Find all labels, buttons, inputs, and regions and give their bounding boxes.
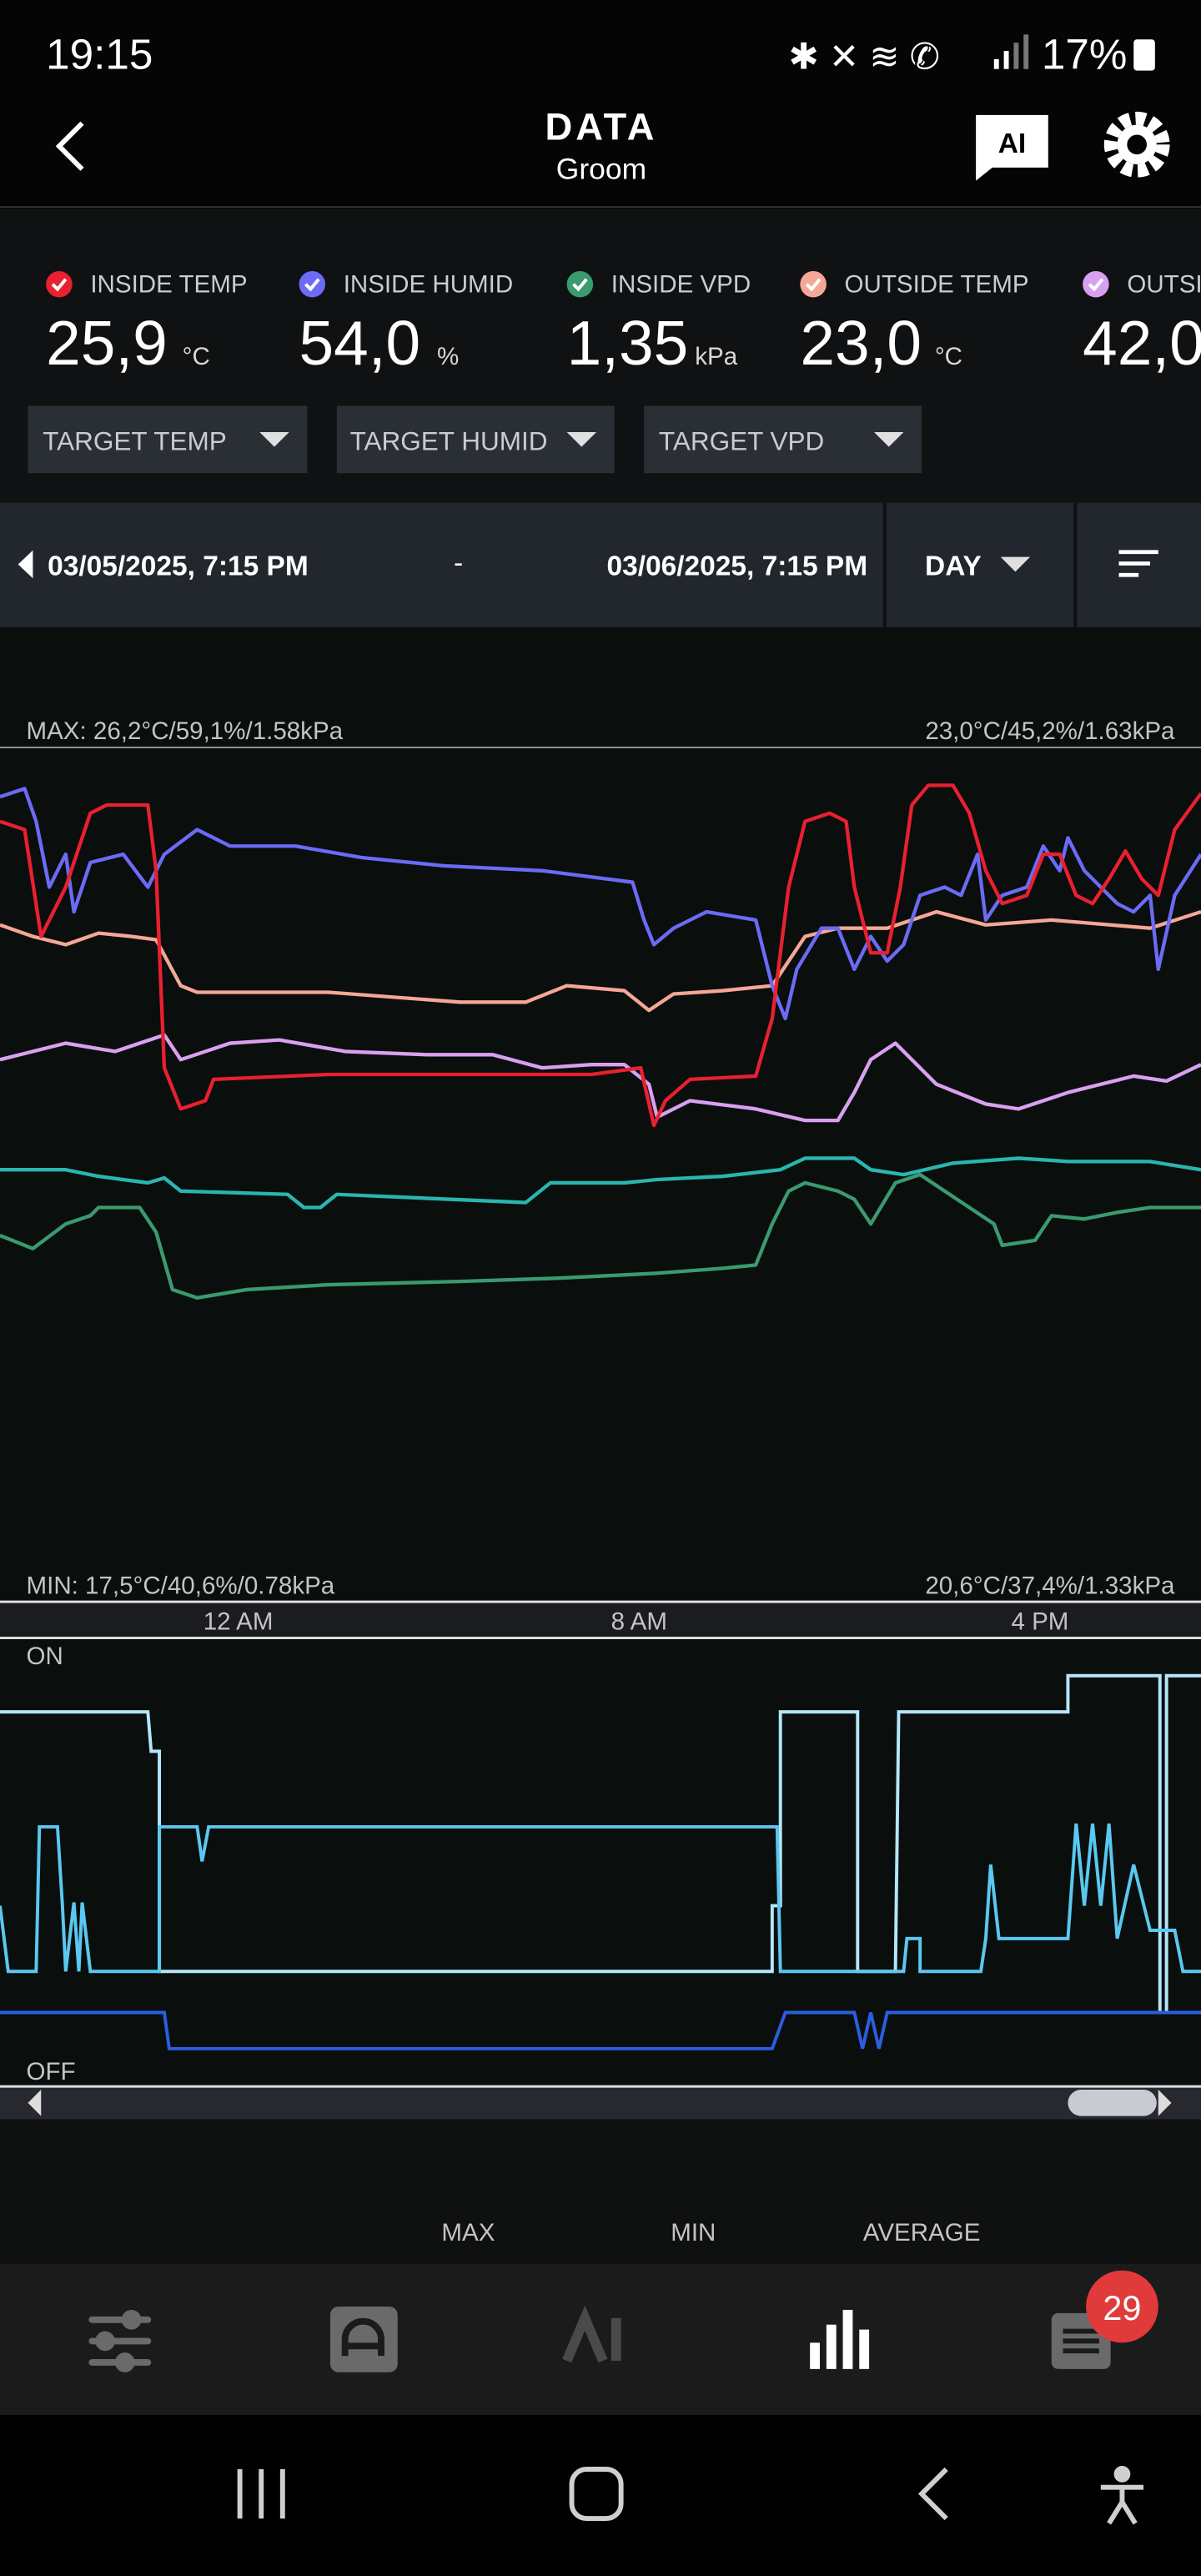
trace [0, 1172, 1201, 1300]
svg-text:AI: AI [998, 128, 1026, 159]
sensor-value: 1,35 [567, 308, 689, 378]
trace [0, 1823, 1201, 1974]
battery-icon [1133, 39, 1155, 71]
period-label: DAY [925, 551, 982, 581]
badge-count: 29 [1103, 2289, 1141, 2327]
range-end[interactable]: 03/06/2025, 7:15 PM [606, 551, 867, 581]
scrollbar[interactable] [0, 2086, 1201, 2120]
dropdown-label: TARGET HUMID [350, 426, 548, 456]
sensor-label: INSIDE HUMID [344, 271, 513, 299]
scroll-left[interactable] [28, 2090, 42, 2116]
sensor-row: INSIDE TEMP 25,9 °C INSIDE HUMID 54,0 % … [46, 271, 1201, 379]
sensor-value: 54,0 [299, 308, 421, 378]
target-dropdown[interactable]: TARGET TEMP [28, 405, 308, 474]
period-dropdown[interactable]: DAY [925, 551, 1031, 581]
max-right: 23,0°C/45,2%/1.63kPa [925, 717, 1175, 745]
chart-area [0, 627, 1201, 2120]
trace [0, 1673, 1201, 2015]
sensor-value: 42,0 [1083, 308, 1201, 378]
trace [0, 909, 1201, 1013]
top-bar [0, 0, 1201, 208]
ai-button[interactable]: AI [976, 114, 1048, 181]
system-buttons[interactable] [237, 2466, 1144, 2525]
max-left: MAX: 26,2°C/59,1%/1.58kPa [27, 717, 344, 745]
battery-level: 17% [1042, 31, 1127, 78]
sensor-value: 23,0 [800, 308, 922, 378]
sensor-label: INSIDE VPD [611, 271, 751, 299]
off-label: OFF [27, 2058, 76, 2085]
nav-data[interactable] [810, 2309, 870, 2369]
date-bar [0, 502, 1201, 628]
trace [0, 787, 1201, 1021]
stat-tab[interactable]: AVERAGE [863, 2219, 981, 2246]
settings-button[interactable] [1103, 111, 1170, 178]
nav-ai[interactable] [562, 2305, 621, 2363]
bottom-nav [0, 2263, 1201, 2415]
stats-bar [0, 2119, 1201, 2264]
sort-button[interactable] [1118, 550, 1158, 577]
stat-tab[interactable]: MIN [671, 2219, 716, 2246]
sensor-label: OUTSIDE HUMID [1127, 271, 1201, 299]
page-subtitle: Groom [556, 153, 646, 186]
sensor-unit: °C [935, 343, 962, 370]
target-dropdown[interactable]: TARGET HUMID [336, 405, 615, 474]
page-title: DATA [545, 105, 658, 148]
scroll-right[interactable] [1158, 2090, 1172, 2116]
sensor-unit: °C [183, 343, 210, 370]
nav-notifications[interactable]: 29 [1051, 2270, 1158, 2369]
on-label: ON [27, 1643, 63, 1670]
time-label: 12 AM [204, 1608, 274, 1636]
scroll-thumb[interactable] [1068, 2090, 1157, 2116]
stat-tab[interactable]: MAX [441, 2219, 495, 2246]
sensor-value: 25,9 [46, 308, 168, 378]
nav-controls[interactable] [88, 2309, 152, 2372]
trace [0, 1033, 1201, 1123]
dropdown-label: TARGET VPD [659, 426, 824, 456]
trace [0, 2010, 1201, 2050]
trace [0, 783, 1201, 1128]
min-right: 20,6°C/37,4%/1.33kPa [925, 1572, 1175, 1599]
dropdown-label: TARGET TEMP [43, 426, 227, 456]
sensor-label: INSIDE TEMP [90, 271, 247, 299]
trace [0, 1156, 1201, 1210]
status-icons [993, 34, 1029, 69]
range-start[interactable]: 03/05/2025, 7:15 PM [48, 551, 309, 581]
nav-automation[interactable] [329, 2307, 398, 2372]
sensor[interactable]: INSIDE VPD 1,35 kPa [567, 271, 751, 379]
time-label: 8 AM [611, 1608, 667, 1636]
sensor-unit: % [437, 343, 459, 370]
time-axis [0, 1602, 1201, 1638]
sensor[interactable]: OUTSIDE TEMP 23,0 °C [800, 271, 1029, 379]
system-nav [0, 2415, 1201, 2576]
status-glyphs: ✱ ✕ ≋ ✆ [789, 38, 940, 78]
sensor[interactable]: OUTSIDE HUMID 42,0 % [1083, 271, 1201, 379]
prev-range[interactable] [18, 550, 33, 579]
sensor-traces [0, 783, 1201, 1300]
min-left: MIN: 17,5°C/40,6%/0.78kPa [27, 1572, 335, 1599]
clock: 19:15 [46, 31, 153, 78]
switch-traces [0, 1673, 1201, 2050]
range-separator: - [454, 547, 463, 578]
sensor-label: OUTSIDE TEMP [845, 271, 1029, 299]
time-label: 4 PM [1011, 1608, 1068, 1636]
sensor-unit: kPa [695, 343, 737, 370]
sensor[interactable]: INSIDE TEMP 25,9 °C [46, 271, 247, 379]
target-dropdown[interactable]: TARGET VPD [644, 405, 922, 474]
sensor[interactable]: INSIDE HUMID 54,0 % [299, 271, 514, 379]
back-button[interactable] [55, 121, 84, 171]
